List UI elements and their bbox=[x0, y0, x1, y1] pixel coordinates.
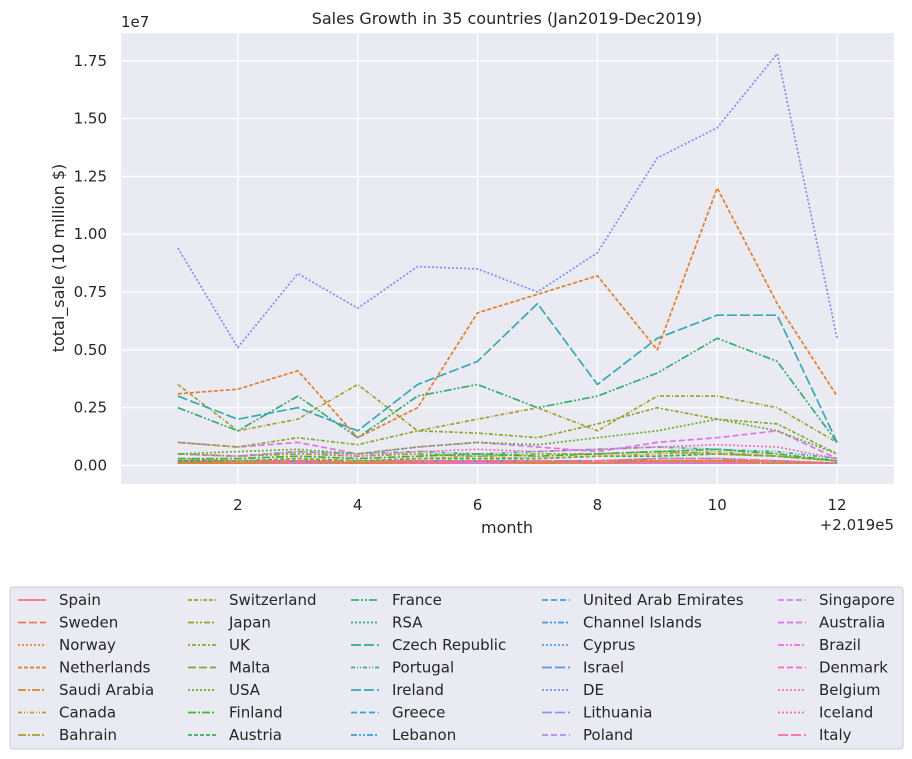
series-line-netherlands bbox=[177, 187, 838, 439]
legend-label: Sweden bbox=[59, 614, 118, 632]
legend-label: Poland bbox=[583, 726, 633, 744]
series-line-italy bbox=[177, 457, 838, 465]
y-tick-label: 0.75 bbox=[74, 283, 107, 301]
y-tick-label: 1.50 bbox=[74, 110, 107, 128]
series-line-ireland bbox=[177, 302, 838, 443]
legend-label: Israel bbox=[583, 659, 624, 677]
y-tick-label: 1.00 bbox=[74, 225, 107, 243]
legend-label: Lithuania bbox=[583, 704, 652, 722]
y-tick-label: 0.00 bbox=[74, 456, 107, 474]
y-tick-label: 1.75 bbox=[74, 52, 107, 70]
legend-label: Italy bbox=[819, 726, 852, 744]
legend-label: DE bbox=[583, 681, 604, 699]
legend-label: France bbox=[392, 591, 442, 609]
legend-label: Japan bbox=[228, 614, 271, 632]
x-tick-label: 8 bbox=[593, 496, 603, 514]
legend-label: Netherlands bbox=[59, 659, 151, 677]
y-tick-label: 0.25 bbox=[74, 399, 107, 417]
y-tick-label: 1.25 bbox=[74, 167, 107, 185]
legend-label: Bahrain bbox=[59, 726, 117, 744]
legend: Spain Sweden Norway Netherlands Saudi Arabia… bbox=[18, 591, 895, 744]
legend-label: Switzerland bbox=[229, 591, 317, 609]
x-axis-label: month bbox=[481, 518, 533, 537]
legend-label: Finland bbox=[229, 704, 283, 722]
series-line-australia bbox=[177, 429, 838, 460]
legend-label: Singapore bbox=[819, 591, 895, 609]
series-line-canada bbox=[177, 450, 838, 462]
x-tick-label: 6 bbox=[473, 496, 483, 514]
legend-label: RSA bbox=[392, 614, 423, 632]
chart-title: Sales Growth in 35 countries (Jan2019-De… bbox=[312, 9, 703, 28]
legend-label: Brazil bbox=[819, 636, 861, 654]
legend-label: Lebanon bbox=[392, 726, 456, 744]
series-line-usa bbox=[177, 418, 838, 455]
legend-label: Ireland bbox=[392, 681, 444, 699]
plot-area bbox=[121, 33, 894, 484]
series-line-de bbox=[177, 52, 838, 349]
legend-label: Canada bbox=[59, 704, 116, 722]
legend-label: Channel Islands bbox=[583, 614, 702, 632]
y-ticks: 0.00 0.25 0.50 0.75 1.00 1.25 1.50 1.75 bbox=[74, 52, 107, 475]
y-scale-label: 1e7 bbox=[121, 13, 149, 31]
y-tick-label: 0.50 bbox=[74, 341, 107, 359]
legend-label: United Arab Emirates bbox=[583, 591, 744, 609]
grid bbox=[121, 33, 894, 484]
legend-label: Belgium bbox=[819, 681, 881, 699]
legend-label: Czech Republic bbox=[392, 636, 506, 654]
legend-label: UK bbox=[229, 636, 251, 654]
x-tick-label: 4 bbox=[353, 496, 363, 514]
legend-label: Denmark bbox=[819, 659, 888, 677]
x-ticks: 2 4 6 8 10 12 bbox=[233, 496, 847, 514]
legend-label: Austria bbox=[229, 726, 282, 744]
x-offset-label: +2.019e5 bbox=[820, 516, 894, 534]
legend-label: Iceland bbox=[819, 704, 873, 722]
x-tick-label: 12 bbox=[828, 496, 847, 514]
legend-label: Saudi Arabia bbox=[59, 681, 154, 699]
legend-label: USA bbox=[229, 681, 261, 699]
y-axis-label: total_sale (10 million $) bbox=[49, 164, 69, 353]
legend-label: Cyprus bbox=[583, 636, 636, 654]
legend-label: Malta bbox=[229, 659, 270, 677]
x-tick-label: 10 bbox=[708, 496, 727, 514]
legend-label: Portugal bbox=[392, 659, 454, 677]
series-lines bbox=[177, 52, 838, 465]
series-line-france bbox=[177, 337, 838, 443]
legend-label: Greece bbox=[392, 704, 445, 722]
series-line-uk bbox=[177, 406, 838, 455]
legend-label: Norway bbox=[59, 636, 116, 654]
legend-box bbox=[9, 586, 904, 750]
series-line-switzerland bbox=[177, 383, 838, 444]
legend-label: Australia bbox=[819, 614, 885, 632]
legend-label: Spain bbox=[59, 591, 101, 609]
series-line-portugal bbox=[177, 446, 838, 460]
x-tick-label: 2 bbox=[233, 496, 243, 514]
